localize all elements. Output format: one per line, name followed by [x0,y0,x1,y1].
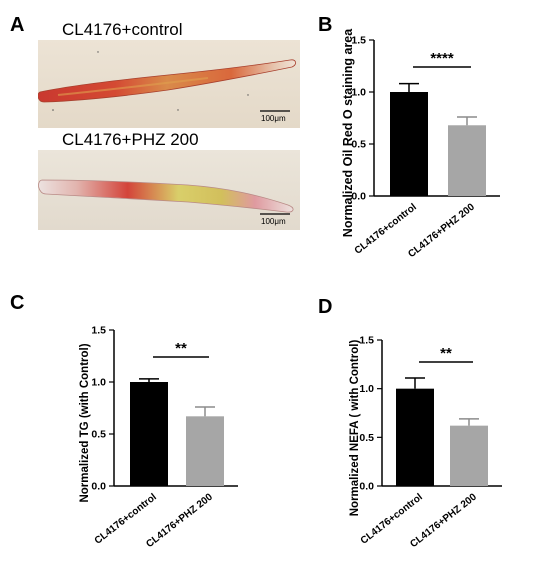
y-tick-label: 0.5 [351,139,366,151]
micrograph-phz [38,150,300,230]
significance-label: ** [440,345,452,362]
y-tick-label: 0.0 [91,481,106,493]
bar [450,425,488,486]
scale-label-control: 100μm [261,114,286,123]
panel-letter-b: B [318,14,333,36]
significance-label: ** [175,340,187,357]
y-axis-label: Normalized Oil Red O staining area [341,28,355,237]
y-tick-label: 0.0 [351,191,366,203]
y-axis-label: Normalized NEFA ( with Control) [349,340,361,517]
y-axis-label: Normalized TG (with Control) [79,343,91,502]
panel-letter-c: C [10,292,25,314]
y-tick-label: 0.5 [359,432,374,444]
y-tick-label: 1.5 [91,325,106,337]
y-tick-label: 1.0 [351,87,366,99]
label-phz: CL4176+PHZ 200 [62,130,199,149]
y-tick-label: 1.0 [359,383,374,395]
scale-label-phz: 100μm [261,217,286,226]
label-control: CL4176+control [62,20,183,39]
significance-label: **** [430,50,454,67]
y-tick-label: 0.5 [91,429,106,441]
y-tick-label: 1.0 [91,377,106,389]
bar [390,92,428,196]
panel-letter-a: A [10,14,25,36]
bar [186,416,224,486]
micrograph-control [38,40,300,128]
worm-phz-image [38,150,300,230]
panel-letter-d: D [318,296,333,318]
y-tick-label: 0.0 [359,481,374,493]
worm-control-image [38,40,300,128]
y-tick-label: 1.5 [359,335,374,347]
bar [130,382,168,486]
bar [396,388,434,486]
y-tick-label: 1.5 [351,35,366,47]
bar [448,125,486,196]
